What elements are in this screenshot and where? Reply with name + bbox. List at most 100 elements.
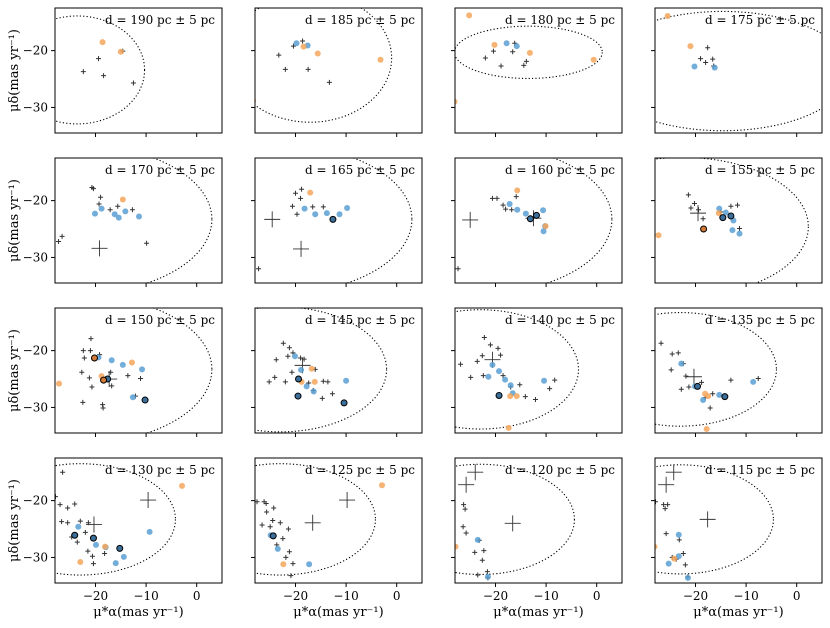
panel-distance-label: d = 165 pc ± 5 pc (305, 163, 415, 177)
cross-marker (500, 373, 506, 379)
panel-distance-label: d = 125 pc ± 5 pc (305, 463, 415, 477)
y-tick-label: −20 (23, 344, 48, 358)
cross-marker (710, 391, 716, 397)
panel: d = 130 pc ± 5 pc (51, 457, 223, 587)
panel-frame (54, 457, 223, 584)
cross-marker (698, 56, 704, 62)
panel-distance-label: d = 140 pc ± 5 pc (505, 313, 615, 327)
y-tick-label: −30 (23, 100, 48, 114)
blue-point (343, 377, 350, 384)
blue-point (684, 574, 691, 581)
cross-marker (60, 469, 66, 475)
blue-point (274, 545, 281, 552)
orange-point (179, 482, 186, 489)
selection-ellipse (655, 10, 822, 132)
orange-point (300, 43, 307, 50)
cross-marker (101, 73, 107, 79)
panel-frame (454, 307, 623, 434)
orange-point (311, 378, 318, 385)
orange-point (102, 543, 109, 550)
cross-marker (734, 202, 740, 208)
blue-point (513, 43, 520, 50)
panel-distance-label: d = 190 pc ± 5 pc (105, 13, 215, 27)
cross-marker (89, 553, 95, 559)
cross-marker (283, 554, 289, 560)
cross-marker (102, 550, 108, 556)
highlighted-orange-point (90, 354, 98, 362)
highlighted-blue-point (719, 214, 727, 222)
cross-marker (273, 357, 279, 363)
cross-marker (90, 186, 96, 192)
blue-point (306, 561, 313, 568)
cross-marker (326, 79, 332, 85)
blue-point (310, 388, 317, 395)
blue-point (98, 205, 105, 212)
panel-frame (54, 157, 223, 284)
cross-marker (299, 186, 305, 192)
cross-marker (696, 207, 702, 213)
highlighted-blue-point (495, 392, 503, 399)
cross-marker (82, 529, 88, 535)
highlighted-blue-point (694, 382, 702, 390)
cross-marker (737, 225, 743, 231)
y-tick-label: −30 (23, 400, 48, 414)
panel-distance-label: d = 155 pc ± 5 pc (705, 163, 815, 177)
cross-marker (669, 351, 675, 357)
selection-ellipse (655, 312, 777, 427)
cross-marker (100, 405, 106, 411)
cross-marker (455, 266, 461, 272)
cross-marker (98, 194, 104, 200)
cross-marker (289, 369, 295, 375)
orange-point (507, 393, 514, 400)
panel-frame (254, 7, 423, 134)
cross-marker (266, 379, 272, 385)
cross-marker (482, 55, 488, 61)
x-tick-label: 0 (193, 589, 201, 603)
panel-distance-label: d = 175 pc ± 5 pc (705, 13, 815, 27)
cross-marker (276, 52, 282, 58)
selection-ellipse (545, 158, 613, 283)
cross-marker (658, 340, 664, 346)
x-tick-label: −20 (83, 589, 108, 603)
blue-point (503, 40, 510, 47)
cross-marker (74, 539, 80, 545)
selection-ellipse (145, 308, 213, 433)
cross-marker (460, 524, 466, 530)
plot-area (56, 158, 213, 283)
highlighted-blue-point (71, 531, 79, 539)
blue-point (540, 207, 547, 214)
orange-point (77, 558, 84, 565)
x-tick-label: −10 (733, 589, 758, 603)
blue-point (700, 397, 707, 404)
blue-point (91, 210, 98, 217)
blue-point (146, 528, 153, 535)
cross-marker (305, 66, 311, 72)
plot-area (255, 463, 386, 579)
orange-point (377, 56, 384, 63)
cross-marker (259, 522, 265, 528)
blue-point (92, 541, 99, 548)
cross-marker (280, 536, 286, 542)
highlighted-blue-point (295, 375, 303, 383)
panel: d = 140 pc ± 5 pc (451, 307, 623, 437)
blue-point (312, 211, 319, 218)
cross-marker (319, 395, 325, 401)
cross-marker (468, 374, 474, 380)
cross-marker (487, 342, 493, 348)
y-tick-label: −20 (23, 494, 48, 508)
highlighted-orange-point (700, 225, 708, 233)
highlighted-blue-point (721, 393, 729, 401)
large-cross-marker (339, 492, 356, 509)
orange-point (705, 393, 712, 400)
blue-point (111, 211, 118, 218)
large-cross-marker (91, 240, 108, 257)
cross-marker (80, 348, 86, 354)
cross-marker (96, 201, 102, 207)
y-tick-label: −30 (23, 550, 48, 564)
x-tick-label: 0 (393, 589, 401, 603)
blue-point (75, 523, 82, 530)
cross-marker (484, 569, 490, 575)
selection-ellipse (455, 463, 575, 576)
blue-point (122, 208, 129, 215)
plot-area (655, 158, 809, 283)
